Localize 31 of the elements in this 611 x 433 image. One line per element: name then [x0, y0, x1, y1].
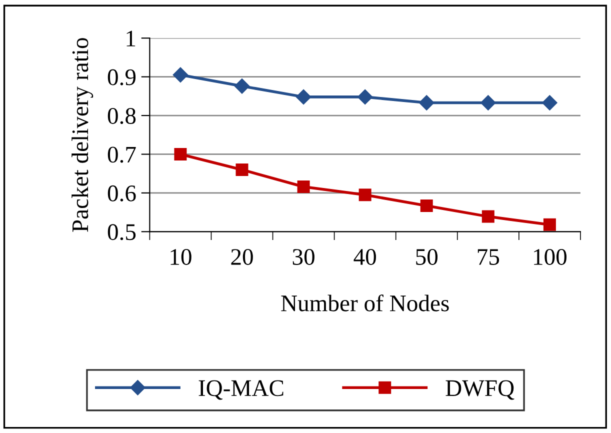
point	[172, 67, 188, 82]
point	[236, 163, 248, 176]
legend-label: DWFQ	[446, 380, 514, 400]
point	[174, 148, 187, 160]
point	[358, 89, 373, 105]
y-tick-label: 0.6	[108, 185, 136, 202]
point	[543, 218, 556, 231]
point	[480, 95, 496, 110]
x-tick-label: 40	[354, 249, 376, 265]
legend-label: IQ-MAC	[198, 380, 284, 400]
y-axis-title: Packet delivery ratio	[72, 38, 94, 232]
point	[296, 89, 312, 105]
point	[358, 188, 372, 202]
y-tick-label: 0.9	[108, 69, 136, 86]
y-tick-label: 0.8	[108, 108, 136, 124]
y-tick-label: 0.5	[108, 224, 136, 240]
y-tick-label: 1	[126, 30, 136, 46]
x-tick-label: 50	[416, 249, 438, 265]
x-tick-label: 30	[292, 249, 314, 265]
point	[542, 95, 558, 110]
point	[482, 210, 494, 223]
x-tick-label: 75	[478, 249, 500, 265]
point	[234, 78, 250, 94]
y-tick-label: 0.7	[108, 146, 136, 163]
point	[419, 95, 434, 110]
x-tick-label: 100	[534, 249, 566, 265]
x-tick-label: 20	[231, 249, 253, 265]
x-axis-title: Number of Nodes	[281, 294, 449, 312]
point	[297, 180, 310, 193]
point	[420, 199, 433, 212]
x-tick-label: 10	[170, 249, 192, 265]
